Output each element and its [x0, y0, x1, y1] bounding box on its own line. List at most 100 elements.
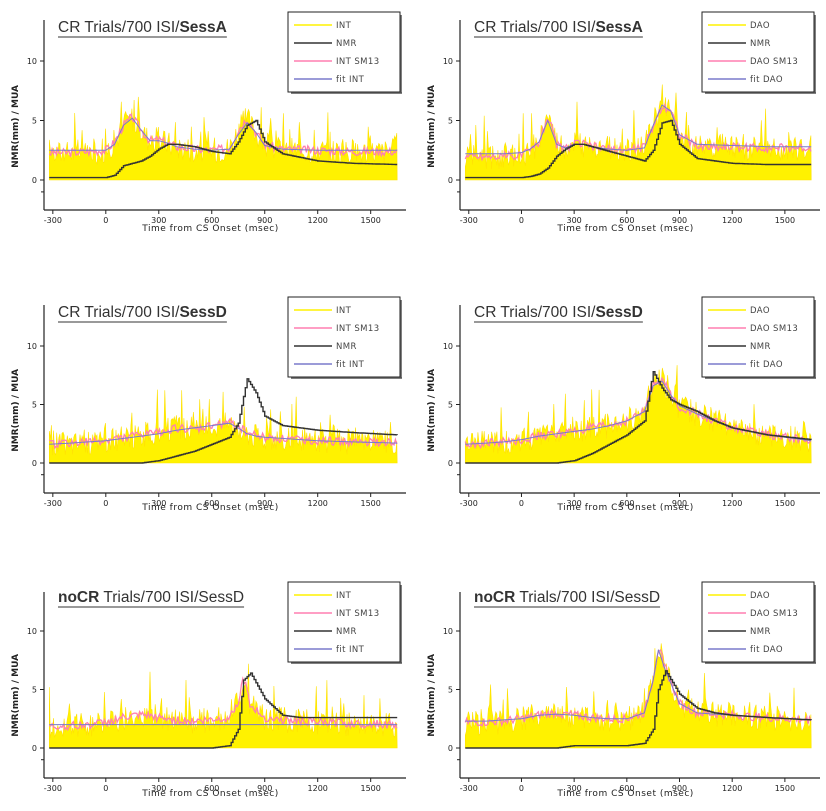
chart-title: noCR Trials/700 ISI/SessD	[58, 589, 244, 606]
y-tick-label: 0	[448, 176, 453, 185]
x-tick-label: 600	[204, 216, 219, 225]
fit-line	[465, 649, 812, 722]
x-tick-label: 1200	[722, 216, 742, 225]
x-tick-label: 1200	[308, 499, 328, 508]
legend-label: NMR	[336, 627, 357, 637]
chart-title: CR Trials/700 ISI/SessD	[474, 304, 643, 321]
x-axis-label: Time from CS Onset (msec)	[141, 224, 278, 234]
x-tick-label: 900	[672, 499, 687, 508]
raw-trace-fill	[464, 84, 812, 181]
x-tick-label: -300	[44, 499, 62, 508]
y-axis-label: NMR(mm) / MUA	[427, 369, 437, 452]
x-tick-label: 900	[672, 784, 687, 793]
chart-title: CR Trials/700 ISI/SessD	[58, 304, 227, 321]
title-part: SessA	[595, 19, 642, 36]
raw-trace-fill	[48, 96, 398, 181]
legend-label: INT SM13	[336, 609, 380, 619]
title-part: noCR	[474, 589, 515, 606]
y-tick-label: 5	[32, 117, 37, 126]
x-tick-label: 600	[619, 216, 634, 225]
nmr-line	[465, 119, 812, 179]
fit-line	[49, 422, 398, 445]
title-part: CR Trials/700 ISI/	[474, 304, 596, 321]
title-part: SessD	[179, 304, 226, 321]
legend-label: INT SM13	[336, 57, 380, 67]
x-tick-label: 600	[204, 499, 219, 508]
y-axis-label: NMR(mm) / MUA	[11, 369, 21, 452]
legend-label: INT	[336, 21, 352, 31]
legend-label: INT	[336, 306, 352, 316]
x-tick-label: 1200	[722, 784, 742, 793]
legend-label: DAO SM13	[750, 324, 798, 334]
x-tick-label: -300	[44, 216, 62, 225]
x-tick-label: 300	[567, 499, 582, 508]
chart-title: noCR Trials/700 ISI/SessD	[474, 589, 660, 606]
chart-panel-5: 0 5 10 -300 0 300 600 900 1200 1500 Time from CS O…	[11, 581, 406, 799]
y-tick-label: 0	[448, 459, 453, 468]
x-tick-label: 600	[619, 499, 634, 508]
legend-label: fit INT	[336, 645, 365, 655]
x-tick-label: 1200	[308, 216, 328, 225]
y-tick-label: 10	[443, 57, 453, 66]
y-tick-label: 10	[443, 627, 453, 636]
legend-label: fit DAO	[750, 75, 783, 85]
x-tick-label: 300	[151, 216, 166, 225]
x-tick-label: 1500	[775, 784, 795, 793]
x-tick-label: 900	[257, 499, 272, 508]
title-part: CR Trials/700 ISI/	[58, 304, 180, 321]
x-tick-label: 0	[519, 216, 524, 225]
x-tick-label: 0	[103, 784, 108, 793]
title-part: Trials/700 ISI/SessD	[99, 589, 244, 606]
x-tick-label: 0	[519, 784, 524, 793]
x-tick-label: 1200	[308, 784, 328, 793]
x-tick-label: 600	[619, 784, 634, 793]
x-tick-label: 300	[567, 784, 582, 793]
y-axis-label: NMR(mm) / MUA	[427, 85, 437, 168]
fit-line	[49, 117, 398, 151]
y-tick-label: 10	[27, 342, 37, 351]
legend-label: DAO SM13	[750, 609, 798, 619]
x-tick-label: 600	[204, 784, 219, 793]
x-tick-label: 1200	[722, 499, 742, 508]
y-tick-label: 10	[27, 57, 37, 66]
x-tick-label: -300	[44, 784, 62, 793]
chart-panel-3: 0 5 10 -300 0 300 600 900 1200 1500 Time from CS O…	[11, 296, 406, 513]
nmr-line	[465, 371, 812, 464]
x-tick-label: 900	[672, 216, 687, 225]
smoothed-line	[49, 676, 398, 732]
x-tick-label: 0	[103, 499, 108, 508]
y-tick-label: 0	[448, 744, 453, 753]
y-tick-label: 5	[448, 401, 453, 410]
legend-label: DAO SM13	[750, 57, 798, 67]
raw-trace-fill	[464, 365, 812, 464]
smoothed-line	[464, 648, 812, 728]
x-axis-label: Time from CS Onset (msec)	[556, 503, 693, 513]
x-tick-label: 1500	[361, 499, 381, 508]
chart-panel-1: 0 5 10 -300 0 300 600 900 1200 1500 Time from CS O…	[11, 11, 406, 234]
x-tick-label: 300	[151, 784, 166, 793]
y-tick-label: 0	[32, 744, 37, 753]
y-tick-label: 10	[27, 627, 37, 636]
legend-label: fit INT	[336, 360, 365, 370]
x-tick-label: -300	[460, 216, 478, 225]
x-tick-label: 1500	[775, 499, 795, 508]
x-tick-label: 900	[257, 216, 272, 225]
y-axis-label: NMR(mm) / MUA	[427, 654, 437, 737]
legend-label: fit DAO	[750, 360, 783, 370]
x-tick-label: -300	[460, 499, 478, 508]
chart-panel-6: 0 5 10 -300 0 300 600 900 1200 1500 Time from CS O…	[427, 581, 820, 799]
x-tick-label: 0	[519, 499, 524, 508]
legend-label: NMR	[336, 342, 357, 352]
chart-panel-4: 0 5 10 -300 0 300 600 900 1200 1500 Time from CS O…	[427, 296, 820, 513]
x-tick-label: 0	[103, 216, 108, 225]
title-part: SessD	[595, 304, 642, 321]
chart-title: CR Trials/700 ISI/SessA	[58, 19, 227, 36]
chart-title: CR Trials/700 ISI/SessA	[474, 19, 643, 36]
nmr-line	[49, 378, 398, 464]
nmr-line	[49, 672, 398, 749]
x-axis-label: Time from CS Onset (msec)	[556, 789, 693, 799]
y-axis-label: NMR(mm) / MUA	[11, 85, 21, 168]
legend-label: INT	[336, 591, 352, 601]
y-tick-label: 5	[448, 117, 453, 126]
chart-panel-2: 0 5 10 -300 0 300 600 900 1200 1500 Time from CS O…	[427, 11, 820, 234]
